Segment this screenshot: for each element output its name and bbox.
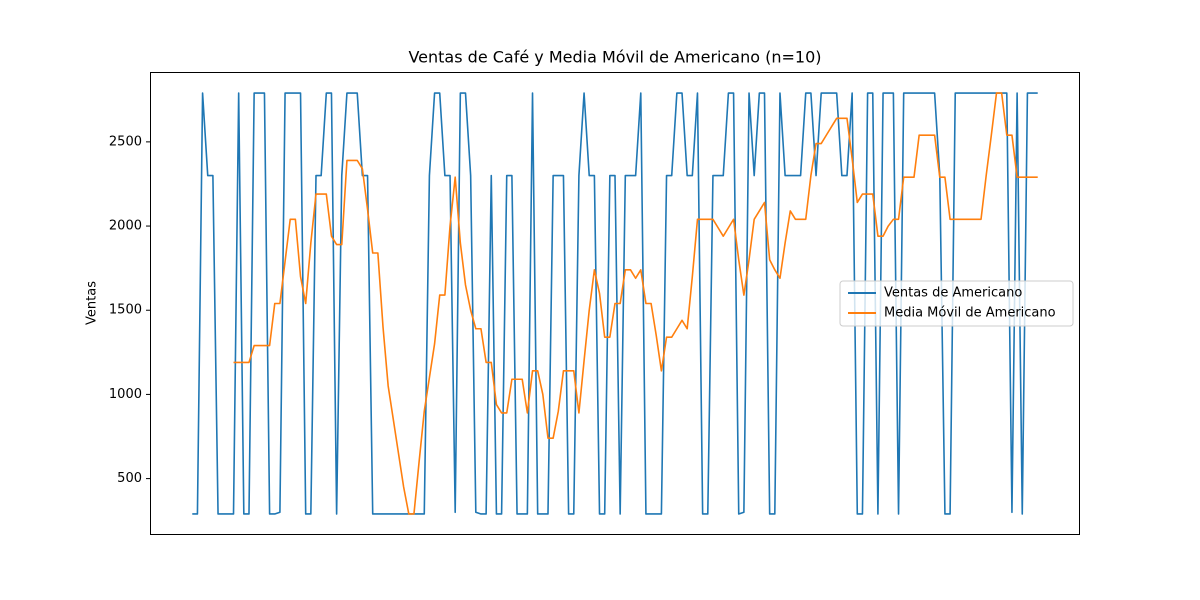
y-tick-label: 2500 (109, 134, 142, 149)
plot-area (192, 92, 1038, 515)
chart-title: Ventas de Café y Media Móvil de American… (408, 48, 821, 67)
legend: Ventas de Americano Media Móvil de Americ… (839, 280, 1074, 327)
y-axis-label: Ventas (85, 281, 100, 325)
y-tick-label: 2000 (109, 219, 142, 234)
data-line (233, 92, 1038, 515)
axes-frame (150, 72, 1080, 535)
data-line (192, 92, 1038, 515)
legend-label: Ventas de Americano (884, 286, 1022, 301)
y-tick-label: 1500 (109, 303, 142, 318)
legend-box (839, 280, 1074, 327)
y-tick-label: 1000 (109, 387, 142, 402)
y-tick-label: 500 (117, 471, 142, 486)
legend-label: Media Móvil de Americano (884, 306, 1056, 321)
